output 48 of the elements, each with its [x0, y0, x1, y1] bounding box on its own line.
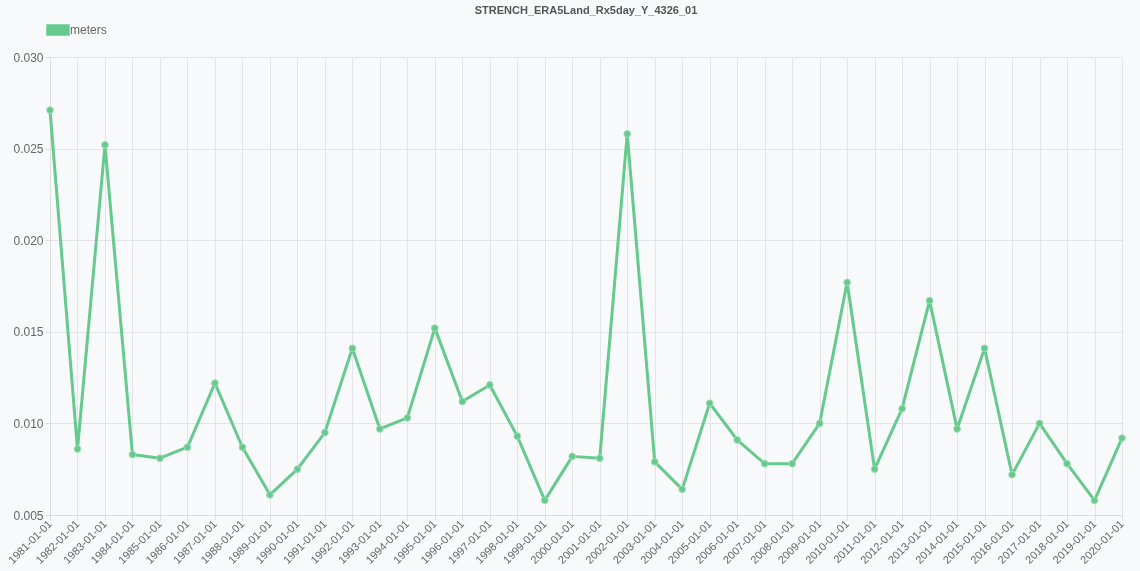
point: [238, 443, 247, 452]
point: [1063, 459, 1071, 468]
point: [183, 443, 192, 452]
point: [1008, 470, 1016, 479]
point: [128, 450, 137, 459]
point: [73, 445, 82, 453]
point: [1035, 419, 1044, 428]
point: [678, 485, 687, 494]
point: [403, 414, 412, 422]
point: [375, 425, 384, 433]
y-tick-label: 0.005: [13, 508, 44, 523]
point: [513, 432, 522, 441]
point: [650, 458, 659, 466]
y-tick-label: 0.020: [13, 233, 44, 248]
point: [595, 454, 604, 463]
y-tick-label: 0.030: [13, 50, 44, 65]
point: [1090, 496, 1099, 505]
point: [266, 491, 274, 499]
y-tick-label: 0.015: [13, 325, 44, 340]
point: [211, 379, 219, 387]
y-tick-label: 0.025: [13, 142, 44, 157]
point: [623, 130, 632, 138]
point: [458, 397, 467, 406]
point: [870, 465, 879, 474]
point: [953, 425, 961, 433]
point: [540, 496, 549, 505]
y-tick-label: 0.010: [13, 416, 44, 431]
point: [568, 452, 577, 461]
legend-label: meters: [70, 23, 107, 37]
point: [430, 324, 439, 332]
point: [101, 141, 109, 149]
point: [898, 404, 906, 413]
point: [46, 106, 54, 114]
point: [843, 278, 851, 287]
point: [1118, 434, 1126, 442]
point: [980, 344, 989, 353]
point: [321, 428, 329, 437]
point: [293, 465, 302, 474]
chart-title: STRENCH_ERA5Land_Rx5day_Y_4326_01: [474, 4, 698, 16]
point: [788, 459, 797, 468]
point: [925, 296, 934, 305]
point: [733, 436, 742, 444]
point: [815, 419, 824, 428]
point: [485, 381, 494, 389]
point: [156, 454, 164, 463]
point: [760, 459, 769, 468]
point: [705, 399, 714, 408]
point: [348, 344, 357, 353]
